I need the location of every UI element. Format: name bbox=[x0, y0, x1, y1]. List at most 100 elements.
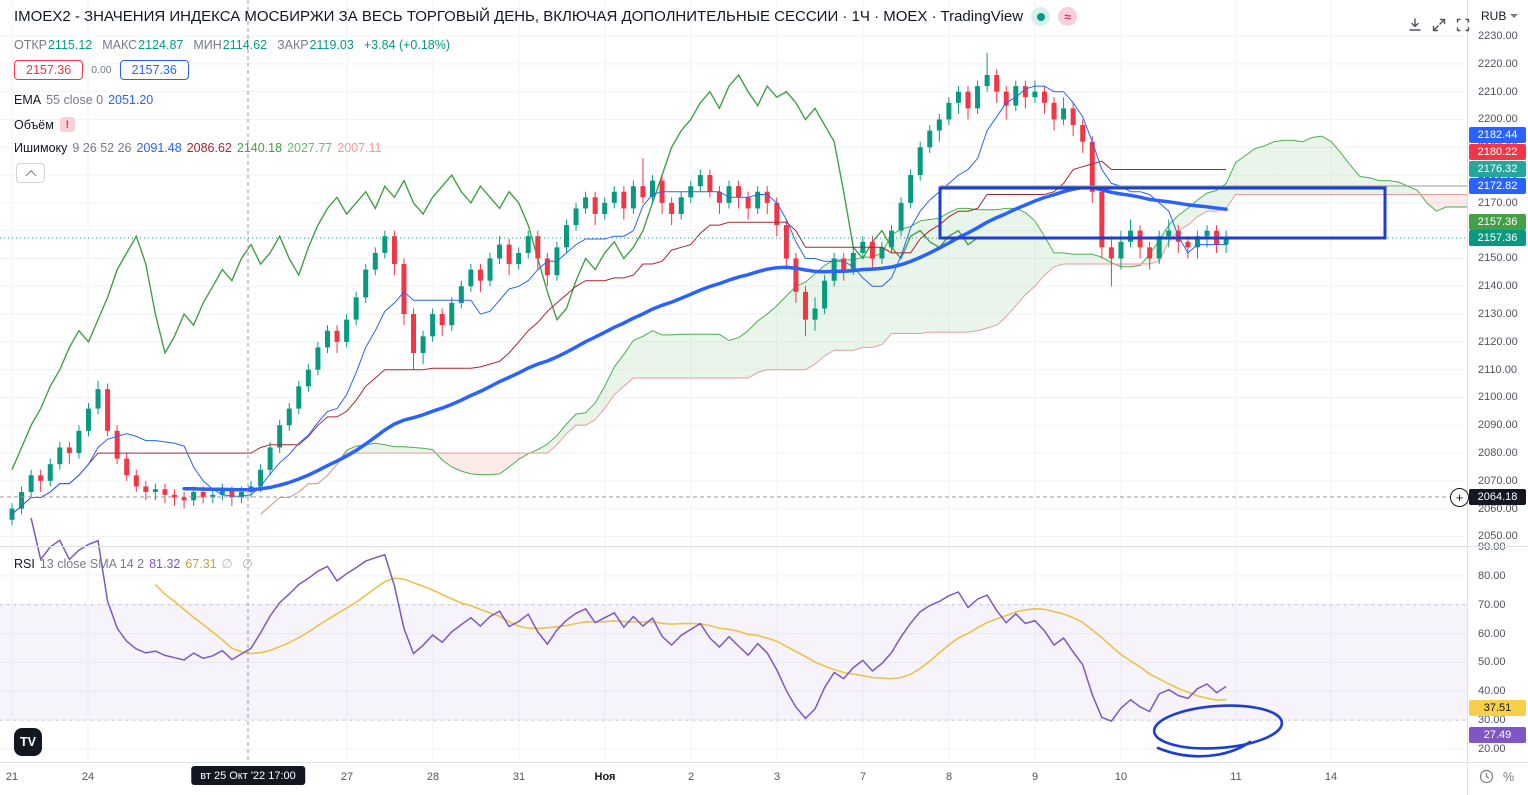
chikou-line bbox=[11, 73, 979, 470]
price-axis-tick: 2070.00 bbox=[1478, 474, 1518, 487]
sell-button[interactable]: 2157.36 bbox=[14, 60, 84, 80]
ema-legend-row[interactable]: EMA 55 close 0 2051.20 bbox=[14, 93, 153, 107]
drawing-ellipse[interactable] bbox=[1152, 702, 1284, 753]
volume-legend-row[interactable]: Объём ! bbox=[14, 117, 75, 132]
drawing-rectangle[interactable] bbox=[938, 186, 1387, 240]
high-value: 2124.87 bbox=[138, 38, 184, 52]
grid bbox=[0, 0, 1467, 762]
price-tag: 2176.32 bbox=[1469, 161, 1526, 177]
time-axis-label: 27 bbox=[340, 771, 354, 783]
ema-value: 2051.20 bbox=[108, 93, 154, 107]
price-axis-tick: 2050.00 bbox=[1478, 530, 1518, 543]
price-tag: 2172.82 bbox=[1469, 178, 1526, 194]
approx-data-icon[interactable]: ≈ bbox=[1058, 7, 1078, 26]
chevron-up-icon bbox=[24, 170, 37, 182]
rsi-axis-tick: 60.00 bbox=[1478, 627, 1506, 640]
price-axis-tick: 2100.00 bbox=[1478, 391, 1518, 404]
price-axis-tick: 2060.00 bbox=[1478, 502, 1518, 515]
trade-buttons-row: 2157.36 0.00 2157.36 bbox=[14, 60, 189, 80]
rsi-axis-tick: 90.00 bbox=[1478, 541, 1506, 553]
price-tag: 2157.36 bbox=[1469, 214, 1526, 230]
price-axis-tick: 2130.00 bbox=[1478, 308, 1518, 321]
download-button[interactable] bbox=[1403, 13, 1427, 37]
price-axis-tick: 2220.00 bbox=[1478, 57, 1518, 70]
volume-name: Объём bbox=[14, 117, 54, 132]
low-label: МИН bbox=[193, 38, 222, 52]
rsi-name: RSI bbox=[14, 556, 35, 571]
high-label: МАКС bbox=[102, 38, 138, 52]
time-axis-label: 21 bbox=[5, 771, 19, 783]
price-axis-tick: 2090.00 bbox=[1478, 419, 1518, 432]
kijun-value: 2086.62 bbox=[186, 141, 232, 155]
rsi-hidden-values: ∅ ∅ bbox=[221, 557, 256, 571]
kijun-line bbox=[11, 160, 1227, 515]
price-axis-tick: 2140.00 bbox=[1478, 280, 1518, 293]
price-axis-tick: 2200.00 bbox=[1478, 113, 1518, 126]
open-label: ОТКР bbox=[14, 38, 47, 52]
ichimoku-name: Ишимоку bbox=[14, 141, 68, 155]
rsi-ma-value: 67.31 bbox=[185, 556, 217, 571]
price-chart-canvas[interactable] bbox=[0, 0, 1467, 762]
ema-name: EMA bbox=[14, 93, 42, 107]
rsi-axis-tick: 50.00 bbox=[1478, 656, 1506, 669]
ema-line bbox=[182, 185, 1228, 492]
currency-selector[interactable]: RUB bbox=[1481, 9, 1519, 23]
price-axis-tick: 2170.00 bbox=[1478, 196, 1518, 209]
change-value: +3.84 (+0.18%) bbox=[363, 38, 451, 52]
price-axis-separator bbox=[1467, 0, 1468, 795]
rsi-pane-separator[interactable] bbox=[0, 546, 1528, 547]
clock-icon[interactable] bbox=[1479, 769, 1494, 784]
rsi-ma-line bbox=[154, 577, 1227, 702]
maximize-button[interactable] bbox=[1427, 13, 1451, 37]
rsi-band bbox=[0, 604, 1467, 721]
close-value: 2119.03 bbox=[309, 38, 354, 52]
price-tag: 2180.22 bbox=[1469, 144, 1526, 160]
chikou-value: 2140.18 bbox=[236, 141, 283, 155]
download-icon bbox=[1409, 18, 1421, 31]
rsi-tag: 37.51 bbox=[1469, 700, 1526, 716]
add-alert-plus-button[interactable]: + bbox=[1450, 488, 1469, 507]
time-axis-label: 11 bbox=[1230, 771, 1242, 783]
time-axis-label: Ноя bbox=[594, 771, 616, 783]
rsi-params: 13 close SMA 14 2 bbox=[39, 556, 145, 571]
price-axis-tick: 2120.00 bbox=[1478, 335, 1518, 348]
price-axis-tick: 2110.00 bbox=[1478, 363, 1517, 376]
ichimoku-params: 9 26 52 26 bbox=[72, 141, 132, 155]
ohlc-row: ОТКР 2115.12 МАКС 2124.87 МИН 2114.62 ЗАКР 2… bbox=[14, 38, 450, 52]
legend-collapse-button[interactable] bbox=[16, 163, 45, 183]
time-axis-label: 7 bbox=[859, 771, 867, 783]
time-axis-label: 9 bbox=[1031, 771, 1039, 783]
currency-label: RUB bbox=[1481, 9, 1507, 23]
realtime-dot-icon[interactable] bbox=[1031, 7, 1051, 26]
ema-params: 55 close 0 bbox=[46, 93, 104, 107]
rsi-legend-row[interactable]: RSI 13 close SMA 14 2 81.32 67.31 ∅ ∅ bbox=[14, 556, 256, 572]
senkou-a-line bbox=[260, 135, 1467, 515]
time-axis-tools: % bbox=[1479, 769, 1514, 784]
percent-scale-button[interactable]: % bbox=[1503, 769, 1515, 784]
buy-button[interactable]: 2157.36 bbox=[119, 60, 189, 80]
senkou-a-value: 2027.77 bbox=[287, 141, 333, 155]
time-axis-label: 24 bbox=[81, 771, 95, 783]
low-value: 2114.62 bbox=[222, 38, 268, 52]
price-axis-tick: 2230.00 bbox=[1478, 30, 1518, 43]
ichimoku-legend-row[interactable]: Ишимоку 9 26 52 26 2091.48 2086.62 2140.… bbox=[14, 141, 382, 155]
price-tag: 2064.18 bbox=[1469, 489, 1526, 505]
rsi-axis-tick: 70.00 bbox=[1478, 598, 1506, 611]
chevron-down-icon bbox=[1510, 14, 1519, 18]
price-tag: 2182.44 bbox=[1469, 127, 1526, 143]
senkou-b-line bbox=[260, 194, 1467, 515]
screenshot-icon bbox=[1456, 18, 1470, 32]
time-axis-label: 31 bbox=[512, 771, 526, 783]
price-axis-tick: 2150.00 bbox=[1478, 252, 1518, 265]
time-axis-label: 3 bbox=[773, 771, 781, 783]
rsi-axis-tick: 80.00 bbox=[1478, 569, 1506, 582]
volume-warning-icon[interactable]: ! bbox=[59, 117, 75, 132]
price-axis-tick: 2210.00 bbox=[1478, 85, 1518, 98]
rsi-line bbox=[30, 517, 1227, 723]
senkou-b-value: 2007.11 bbox=[337, 141, 382, 155]
time-axis-label: 10 bbox=[1114, 771, 1128, 783]
drawing-squiggle[interactable] bbox=[1156, 740, 1252, 758]
screenshot-button[interactable] bbox=[1451, 13, 1475, 37]
tradingview-logo[interactable]: TV bbox=[14, 728, 42, 756]
